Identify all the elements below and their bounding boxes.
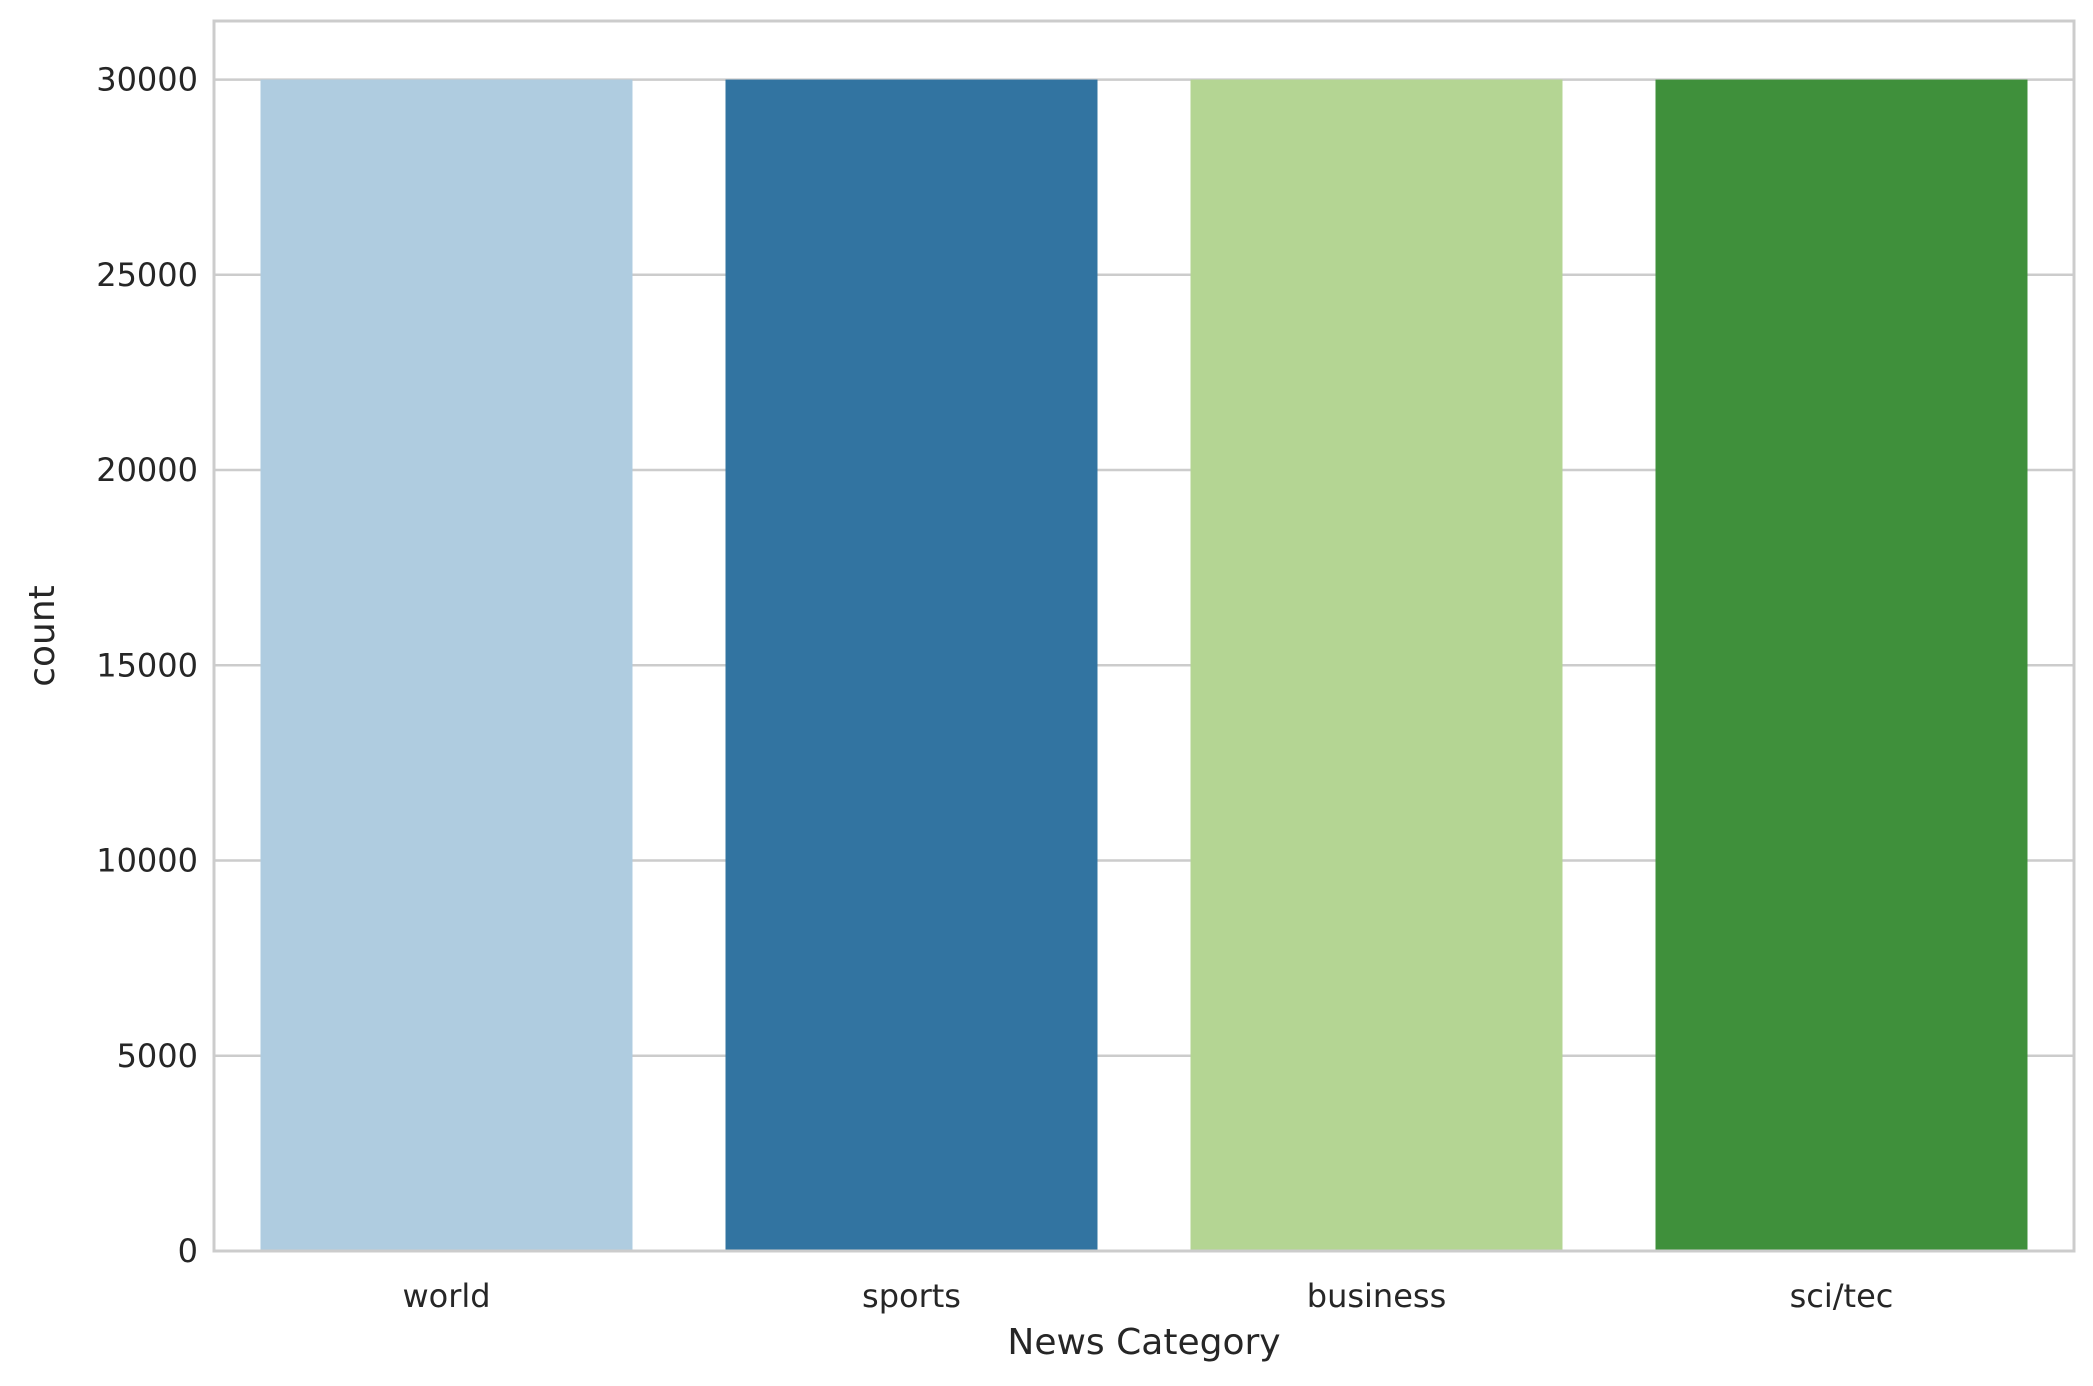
y-tick-label: 20000 [96,451,198,489]
x-tick-label: business [1307,1277,1446,1315]
y-tick-label: 5000 [117,1037,198,1075]
plot-frame [212,19,2076,1253]
x-tick-label: world [402,1277,490,1315]
bar-world [260,79,633,1252]
x-axis-label: News Category [1007,1322,1280,1363]
x-tick-label: sports [862,1277,961,1315]
x-tick-labels: world sports business sci/tec [402,1277,1893,1315]
bar-business [1190,79,1563,1252]
y-tick-label: 0 [178,1232,198,1270]
bar-sports [725,79,1098,1252]
y-tick-label: 10000 [96,842,198,880]
y-tick-label: 15000 [96,646,198,684]
x-tick-label: sci/tec [1790,1277,1894,1315]
y-tick-labels: 0 5000 10000 15000 20000 25000 30000 [96,61,198,1270]
bars [260,79,2028,1252]
y-tick-label: 30000 [96,61,198,99]
bar-sci-tec [1655,79,2028,1252]
y-tick-label: 25000 [96,256,198,294]
y-axis-label: count [22,585,63,687]
